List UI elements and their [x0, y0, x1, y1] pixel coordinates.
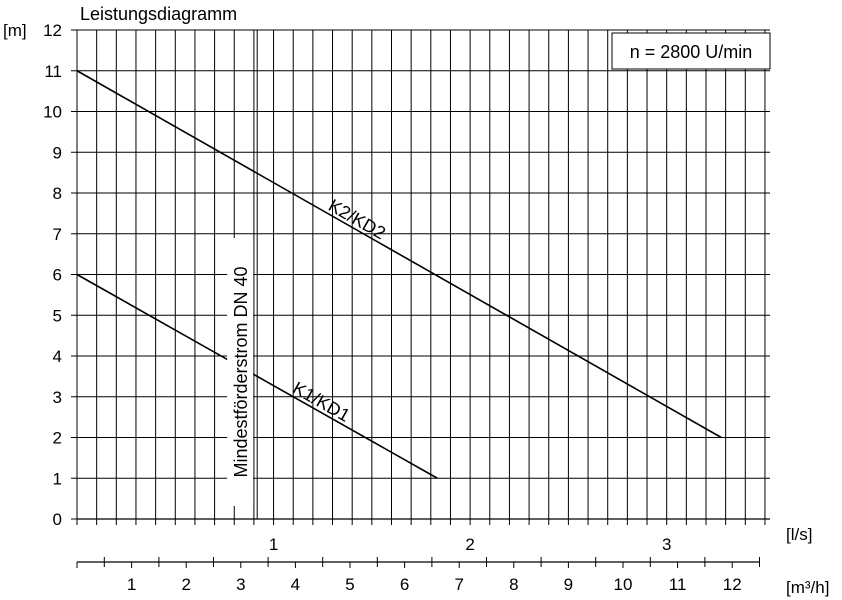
min-flow-marker: Mindestförderstrom DN 40	[227, 30, 258, 519]
y-tick-label: 11	[44, 62, 62, 81]
x-axis-ls: 1 2 3	[76, 518, 770, 554]
min-flow-band	[227, 238, 254, 506]
y-tick-label: 0	[53, 510, 62, 529]
x-m3h-tick-label: 7	[454, 575, 463, 594]
x-ls-tick-label: 2	[465, 535, 474, 554]
y-tick-label: 4	[53, 347, 62, 366]
x-axis-ls-label: [l/s]	[786, 525, 812, 544]
speed-note-box	[611, 32, 771, 70]
y-tick-label: 2	[53, 429, 62, 448]
y-tick-label: 12	[43, 21, 62, 40]
x-m3h-tick-label: 6	[400, 575, 409, 594]
x-m3h-tick-label: 12	[723, 575, 742, 594]
x-m3h-tick-label: 5	[345, 575, 354, 594]
y-tick-label: 7	[53, 225, 62, 244]
x-ls-tick-label: 3	[662, 535, 671, 554]
y-tick-label: 10	[43, 103, 62, 122]
y-tick-label: 9	[53, 143, 62, 162]
y-tick-label: 1	[53, 469, 62, 488]
x-m3h-tick-label: 3	[236, 575, 245, 594]
chart-title: Leistungsdiagramm	[80, 4, 237, 24]
y-tick-label: 6	[53, 266, 62, 285]
x-m3h-tick-label: 11	[669, 575, 687, 594]
y-tick-label: 8	[53, 184, 62, 203]
x-axis-m3h-label: [m³/h]	[786, 578, 829, 597]
y-tick-label: 5	[53, 306, 62, 325]
x-m3h-tick-label: 1	[127, 575, 136, 594]
x-m3h-tick-label: 4	[291, 575, 300, 594]
x-m3h-tick-label: 8	[509, 575, 518, 594]
y-tick-label: 3	[53, 388, 62, 407]
horizontal-grid	[71, 29, 770, 520]
x-axis-m3h: 1 2 3 4 5 6 7 8 9 10 11 12	[76, 557, 760, 594]
x-m3h-tick-label: 10	[614, 575, 633, 594]
series-line-1	[76, 70, 722, 439]
x-ls-tick-label: 1	[269, 535, 278, 554]
x-m3h-tick-label: 9	[564, 575, 573, 594]
min-flow-label: Mindestförderstrom DN 40	[231, 266, 251, 477]
series-label-1: K2/KD2	[325, 195, 389, 243]
speed-note: n = 2800 U/min	[630, 42, 753, 62]
series-label-2: K1/KD1	[289, 378, 353, 426]
y-axis-label: [m]	[3, 21, 27, 40]
x-m3h-tick-label: 2	[181, 575, 190, 594]
